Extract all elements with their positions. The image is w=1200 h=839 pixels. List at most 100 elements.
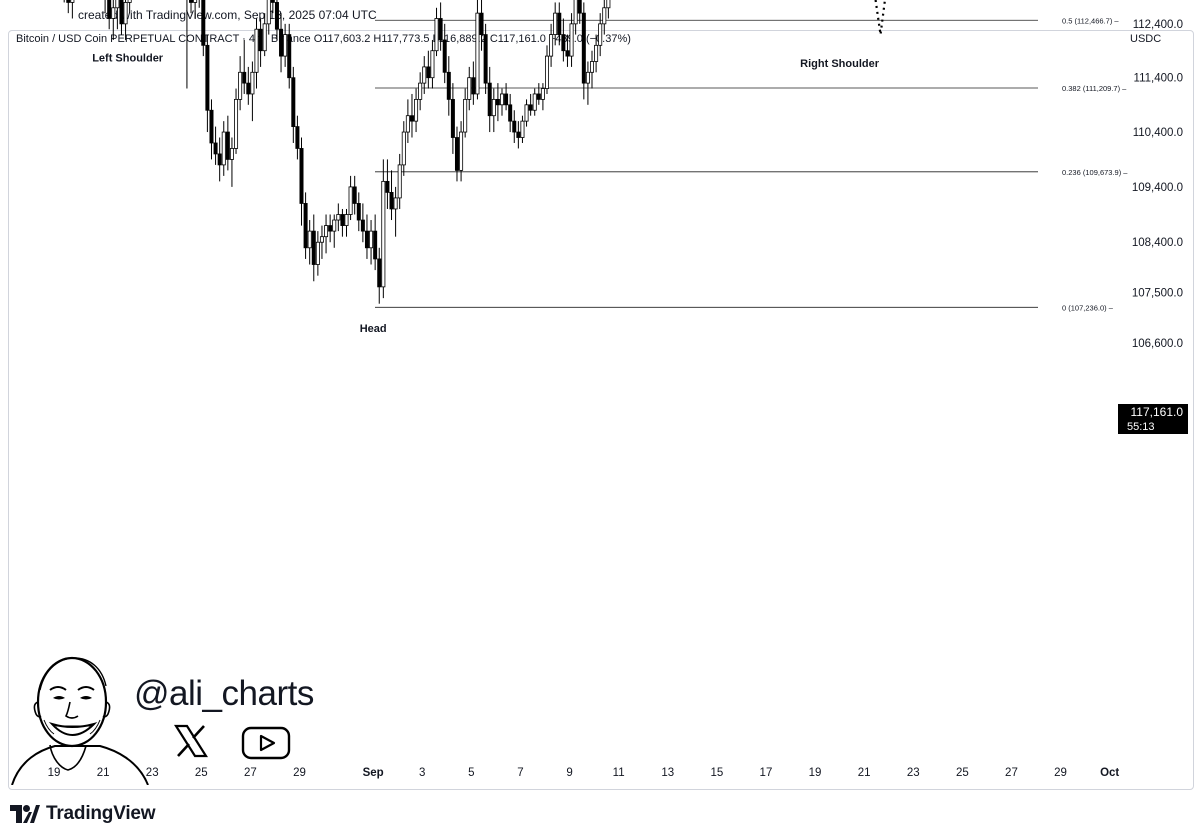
candle-body-down — [258, 28, 263, 52]
candle-body-up — [348, 186, 353, 215]
x-axis-tick-label: 29 — [1054, 767, 1067, 779]
candle — [123, 0, 128, 40]
candle-body-up — [369, 230, 374, 249]
candle — [225, 115, 230, 171]
youtube-play-icon[interactable] — [241, 726, 291, 760]
candle — [262, 13, 267, 57]
candle-body-up — [123, 2, 128, 25]
candle — [577, 0, 582, 24]
candle-body-up — [111, 7, 116, 19]
candle — [311, 214, 316, 282]
candle-body-up — [434, 18, 439, 52]
candle-body-down — [504, 93, 509, 106]
candle-body-up — [602, 7, 607, 25]
candle-body-up — [393, 197, 398, 210]
x-axis-tick-label: 15 — [710, 767, 723, 779]
candle-body-down — [426, 66, 431, 79]
candle-body-down — [217, 153, 222, 166]
fib-level-label: 0 (107,236.0) – — [1062, 303, 1114, 312]
candle-body-down — [454, 137, 459, 171]
candle-body-up — [315, 241, 320, 265]
candle-body-down — [512, 120, 517, 133]
candle — [360, 203, 365, 243]
y-axis-tick-label: 108,400.0 — [1132, 237, 1183, 249]
candle — [287, 23, 292, 89]
y-axis-tick-label: 107,500.0 — [1132, 287, 1183, 299]
candle-body-down — [209, 109, 214, 144]
candle — [553, 2, 558, 46]
candle-body-down — [270, 0, 275, 3]
candle — [414, 88, 419, 133]
pattern-annotation-label: Head — [360, 323, 387, 335]
candle-body-up — [307, 230, 312, 249]
candle — [504, 83, 509, 111]
candle-body-down — [528, 104, 533, 111]
candle-body-down — [360, 219, 365, 232]
candle — [319, 225, 324, 259]
candle — [217, 137, 222, 182]
y-axis-tick-label: 109,400.0 — [1132, 182, 1183, 194]
y-axis-tick-label: 106,600.0 — [1132, 338, 1183, 350]
candle-body-up — [229, 148, 234, 160]
candle — [377, 247, 382, 304]
x-axis-tick-label: 11 — [613, 767, 625, 779]
candle-body-down — [352, 186, 357, 204]
candle-body-down — [303, 203, 308, 249]
candle — [209, 99, 214, 160]
candle-body-down — [356, 203, 361, 221]
fib-level-label: 0.236 (109,673.9) – — [1062, 168, 1128, 177]
candle — [274, 0, 279, 40]
candle — [352, 175, 357, 215]
candle-body-up — [520, 120, 525, 138]
candle-body-down — [291, 77, 296, 127]
x-axis-tick-label: 25 — [956, 767, 969, 779]
currency-label[interactable]: USDC — [1130, 33, 1162, 45]
candle-body-up — [262, 23, 267, 52]
candle-body-down — [487, 82, 492, 117]
x-axis-tick-label: Sep — [363, 767, 384, 779]
candle — [585, 61, 590, 105]
candle — [315, 231, 320, 276]
candle — [557, 2, 562, 46]
candle-body-up — [463, 98, 468, 133]
candle-body-down — [450, 98, 455, 138]
candle-body-up — [254, 28, 259, 73]
candle — [238, 56, 243, 111]
candle-body-up — [532, 93, 537, 111]
author-avatar-illustration — [11, 656, 149, 785]
candle-body-down — [373, 230, 378, 260]
y-axis-tick-label: 110,400.0 — [1133, 127, 1183, 139]
last-price-value: 117,161.0 — [1131, 405, 1184, 419]
tradingview-logo[interactable]: TradingView — [10, 800, 156, 828]
candle — [540, 83, 545, 111]
candle-body-up — [221, 131, 226, 166]
x-axis-tick-label: 13 — [661, 767, 674, 779]
candle — [266, 0, 271, 35]
candle-body-down — [442, 39, 447, 73]
tradingview-wordmark: TradingView — [46, 803, 156, 824]
candle — [520, 115, 525, 143]
candle — [111, 0, 116, 40]
candle — [512, 110, 517, 143]
candle-body-down — [279, 28, 284, 57]
candle — [258, 18, 263, 67]
x-axis-tick-label: 27 — [1005, 767, 1018, 779]
candle — [332, 214, 337, 248]
candle — [324, 214, 329, 254]
candle — [340, 208, 345, 237]
candle — [189, 0, 194, 14]
x-logo-icon[interactable] — [174, 724, 208, 758]
pattern-annotations: Left Shoulder Head Right Shoulder — [92, 52, 880, 334]
candle — [401, 121, 406, 176]
candle-body-up — [545, 55, 550, 89]
candle-body-up — [573, 0, 578, 25]
candle-body-down — [385, 180, 390, 193]
candle — [279, 13, 284, 73]
candle — [418, 72, 423, 111]
candle-body-up — [381, 180, 386, 288]
candle-body-up — [459, 131, 464, 171]
candle — [532, 88, 537, 116]
candle-body-up — [238, 71, 243, 100]
fib-level-label: 0.5 (112,466.7) – — [1062, 16, 1119, 25]
